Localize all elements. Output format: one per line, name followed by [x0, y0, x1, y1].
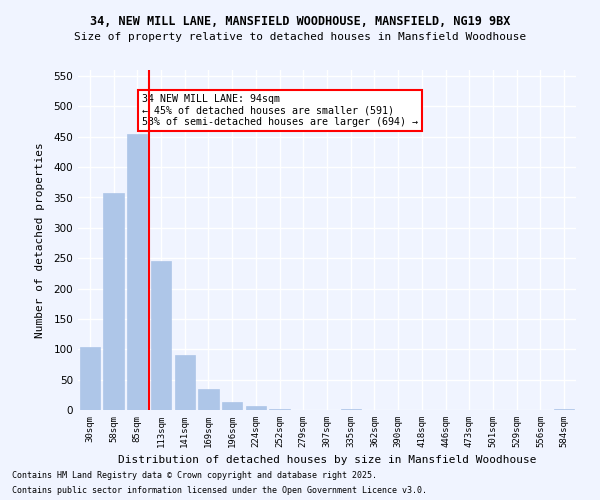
Bar: [199, 389, 218, 410]
Bar: [222, 402, 242, 410]
Bar: [246, 406, 266, 410]
Bar: [127, 134, 148, 410]
Bar: [103, 193, 124, 410]
Text: Size of property relative to detached houses in Mansfield Woodhouse: Size of property relative to detached ho…: [74, 32, 526, 42]
Y-axis label: Number of detached properties: Number of detached properties: [35, 142, 45, 338]
Bar: [269, 409, 290, 410]
Text: Contains HM Land Registry data © Crown copyright and database right 2025.: Contains HM Land Registry data © Crown c…: [12, 471, 377, 480]
Bar: [175, 356, 195, 410]
Bar: [151, 260, 171, 410]
Text: 34 NEW MILL LANE: 94sqm
← 45% of detached houses are smaller (591)
53% of semi-d: 34 NEW MILL LANE: 94sqm ← 45% of detache…: [142, 94, 418, 128]
Bar: [80, 347, 100, 410]
X-axis label: Distribution of detached houses by size in Mansfield Woodhouse: Distribution of detached houses by size …: [118, 456, 536, 466]
Text: 34, NEW MILL LANE, MANSFIELD WOODHOUSE, MANSFIELD, NG19 9BX: 34, NEW MILL LANE, MANSFIELD WOODHOUSE, …: [90, 15, 510, 28]
Bar: [341, 409, 361, 410]
Text: Contains public sector information licensed under the Open Government Licence v3: Contains public sector information licen…: [12, 486, 427, 495]
